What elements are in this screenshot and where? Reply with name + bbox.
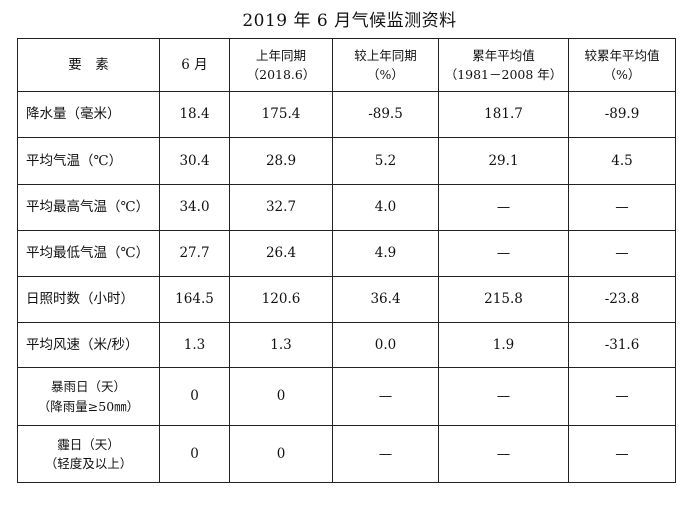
- cell-june: 0: [159, 425, 230, 483]
- cell-last-year: 28.9: [229, 137, 333, 185]
- cell-vs-normal: -23.8: [568, 276, 676, 323]
- header-normal-sub: （1981－2008 年）: [444, 67, 563, 82]
- cell-last-year: 1.3: [229, 322, 333, 368]
- cell-june: 34.0: [159, 184, 230, 231]
- header-cell: 要 素: [17, 38, 160, 92]
- cell-vs-normal: -89.9: [568, 91, 676, 138]
- header-vs-last-year-label: 较上年同期: [354, 47, 417, 63]
- row-label: 霾日（天） （轻度及以上）: [17, 425, 160, 483]
- cell-june: 0: [159, 367, 230, 426]
- row-label-main: 暴雨日（天）: [50, 379, 126, 395]
- row-label: 暴雨日（天） （降雨量≥50㎜）: [17, 367, 160, 426]
- cell-vs-normal: 4.5: [568, 137, 676, 185]
- cell-normal: —: [438, 425, 569, 483]
- table-row: 降水量（毫米） 18.4 175.4 -89.5 181.7 -89.9: [17, 91, 676, 138]
- cell-last-year: 0: [229, 425, 333, 483]
- table-row: 平均气温（℃） 30.4 28.9 5.2 29.1 4.5: [17, 137, 676, 185]
- cell-vs-last-year: —: [332, 425, 439, 483]
- header-cell: 较累年平均值 （%）: [568, 38, 676, 92]
- climate-table: 要 素 6 月 上年同期 （2018.6） 较上年同期 （%） 累年平均值 （1981…: [17, 38, 676, 483]
- header-cell: 较上年同期 （%）: [332, 38, 439, 92]
- row-label-main: 霾日（天）: [57, 436, 120, 452]
- cell-vs-last-year: 5.2: [332, 137, 439, 185]
- cell-june: 30.4: [159, 137, 230, 185]
- header-elements-label: 要 素: [68, 56, 109, 73]
- cell-normal: 29.1: [438, 137, 569, 185]
- cell-vs-normal: —: [568, 425, 676, 483]
- cell-normal: 215.8: [438, 276, 569, 323]
- cell-june: 27.7: [159, 230, 230, 277]
- cell-vs-last-year: 36.4: [332, 276, 439, 323]
- cell-normal: 181.7: [438, 91, 569, 138]
- table-row: 霾日（天） （轻度及以上） 0 0 — — —: [17, 425, 676, 483]
- cell-last-year: 26.4: [229, 230, 333, 277]
- cell-vs-normal: —: [568, 230, 676, 277]
- cell-vs-normal: —: [568, 184, 676, 231]
- row-label: 平均气温（℃）: [17, 137, 160, 185]
- header-june-label: 6 月: [181, 56, 208, 73]
- row-label-note: （降雨量≥50㎜）: [37, 398, 140, 414]
- cell-vs-last-year: 4.9: [332, 230, 439, 277]
- header-row: 要 素 6 月 上年同期 （2018.6） 较上年同期 （%） 累年平均值 （1981…: [17, 38, 676, 92]
- header-normal-label: 累年平均值: [472, 47, 535, 63]
- header-cell: 累年平均值 （1981－2008 年）: [438, 38, 569, 92]
- cell-june: 164.5: [159, 276, 230, 323]
- cell-vs-normal: —: [568, 367, 676, 426]
- row-label-note: （轻度及以上）: [44, 456, 133, 471]
- cell-last-year: 32.7: [229, 184, 333, 231]
- row-label: 平均最高气温（℃）: [17, 184, 160, 231]
- table-row: 暴雨日（天） （降雨量≥50㎜） 0 0 — — —: [17, 367, 676, 426]
- cell-vs-last-year: -89.5: [332, 91, 439, 138]
- cell-last-year: 0: [229, 367, 333, 426]
- cell-normal: —: [438, 367, 569, 426]
- row-label: 日照时数（小时）: [17, 276, 160, 323]
- page-title: 2019 年 6 月气候监测资料: [242, 11, 457, 31]
- header-cell: 6 月: [159, 38, 230, 92]
- table-row: 平均风速（米/秒） 1.3 1.3 0.0 1.9 -31.6: [17, 322, 676, 368]
- header-vs-normal-sub: （%）: [603, 67, 641, 82]
- row-label: 降水量（毫米）: [17, 91, 160, 138]
- cell-vs-normal: -31.6: [568, 322, 676, 368]
- cell-june: 1.3: [159, 322, 230, 368]
- cell-normal: 1.9: [438, 322, 569, 368]
- header-last-year-sub: （2018.6）: [246, 67, 316, 82]
- cell-june: 18.4: [159, 91, 230, 138]
- table-row: 平均最高气温（℃） 34.0 32.7 4.0 — —: [17, 184, 676, 231]
- cell-vs-last-year: —: [332, 367, 439, 426]
- row-label: 平均最低气温（℃）: [17, 230, 160, 277]
- cell-normal: —: [438, 230, 569, 277]
- cell-last-year: 120.6: [229, 276, 333, 323]
- header-vs-normal-label: 较累年平均值: [584, 47, 660, 63]
- cell-normal: —: [438, 184, 569, 231]
- table-row: 日照时数（小时） 164.5 120.6 36.4 215.8 -23.8: [17, 276, 676, 323]
- header-vs-last-year-sub: （%）: [367, 67, 404, 82]
- header-last-year-label: 上年同期: [255, 47, 306, 63]
- header-cell: 上年同期 （2018.6）: [229, 38, 333, 92]
- row-label: 平均风速（米/秒）: [17, 322, 160, 368]
- table-row: 平均最低气温（℃） 27.7 26.4 4.9 — —: [17, 230, 676, 277]
- cell-vs-last-year: 0.0: [332, 322, 439, 368]
- cell-vs-last-year: 4.0: [332, 184, 439, 231]
- cell-last-year: 175.4: [229, 91, 333, 138]
